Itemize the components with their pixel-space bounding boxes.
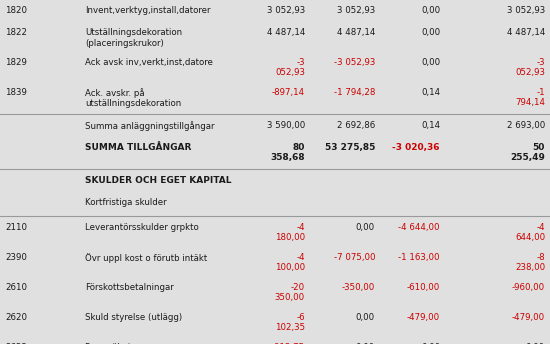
Text: 0,00: 0,00: [526, 343, 545, 344]
Text: 2622: 2622: [5, 343, 27, 344]
Text: SUMMA TILLGÅNGAR: SUMMA TILLGÅNGAR: [85, 143, 191, 152]
Text: 0,00: 0,00: [356, 343, 375, 344]
Text: -1
794,14: -1 794,14: [515, 88, 545, 107]
Text: 0,00: 0,00: [421, 58, 440, 67]
Text: (placeringskrukor): (placeringskrukor): [85, 39, 164, 48]
Text: 0,14: 0,14: [421, 88, 440, 97]
Text: -3 020,36: -3 020,36: [393, 143, 440, 152]
Text: -3 052,93: -3 052,93: [334, 58, 375, 67]
Text: Kortfristiga skulder: Kortfristiga skulder: [85, 198, 167, 207]
Text: 50
255,49: 50 255,49: [510, 143, 545, 162]
Text: 2 693,00: 2 693,00: [507, 121, 545, 130]
Text: Invent,verktyg,install,datorer: Invent,verktyg,install,datorer: [85, 6, 211, 15]
Text: Rese räkningar: Rese räkningar: [85, 343, 150, 344]
Text: Ack avsk inv,verkt,inst,datore: Ack avsk inv,verkt,inst,datore: [85, 58, 213, 67]
Text: SKULDER OCH EGET KAPITAL: SKULDER OCH EGET KAPITAL: [85, 176, 232, 185]
Text: Ack. avskr. på: Ack. avskr. på: [85, 88, 145, 98]
Text: 4 487,14: 4 487,14: [267, 28, 305, 37]
Text: utställningsdekoration: utställningsdekoration: [85, 99, 182, 108]
Text: -3
052,93: -3 052,93: [275, 58, 305, 77]
Text: 1822: 1822: [5, 28, 27, 37]
Text: -4 644,00: -4 644,00: [399, 223, 440, 232]
Text: Summa anläggningstillgångar: Summa anläggningstillgångar: [85, 121, 214, 131]
Text: 1829: 1829: [5, 58, 27, 67]
Text: 0,00: 0,00: [356, 313, 375, 322]
Text: 0,14: 0,14: [421, 121, 440, 130]
Text: -1 794,28: -1 794,28: [334, 88, 375, 97]
Text: -897,14: -897,14: [272, 88, 305, 97]
Text: -20
350,00: -20 350,00: [275, 283, 305, 302]
Text: Skuld styrelse (utlägg): Skuld styrelse (utlägg): [85, 313, 182, 322]
Text: -960,00: -960,00: [512, 283, 545, 292]
Text: -4
644,00: -4 644,00: [515, 223, 545, 243]
Text: 3 052,93: 3 052,93: [337, 6, 375, 15]
Text: 2 692,86: 2 692,86: [337, 121, 375, 130]
Text: -479,00: -479,00: [512, 313, 545, 322]
Text: 4 487,14: 4 487,14: [337, 28, 375, 37]
Text: 0,00: 0,00: [421, 343, 440, 344]
Text: Övr uppl kost o förutb intäkt: Övr uppl kost o förutb intäkt: [85, 253, 207, 263]
Text: -4
100,00: -4 100,00: [275, 253, 305, 272]
Text: -8
238,00: -8 238,00: [515, 253, 545, 272]
Text: 1820: 1820: [5, 6, 27, 15]
Text: 0,00: 0,00: [356, 223, 375, 232]
Text: 4 487,14: 4 487,14: [507, 28, 545, 37]
Text: -610,00: -610,00: [407, 283, 440, 292]
Text: -913,75: -913,75: [272, 343, 305, 344]
Text: 2110: 2110: [5, 223, 27, 232]
Text: 53 275,85: 53 275,85: [324, 143, 375, 152]
Text: Utställningsdekoration: Utställningsdekoration: [85, 28, 182, 37]
Text: -4
180,00: -4 180,00: [275, 223, 305, 243]
Text: -7 075,00: -7 075,00: [333, 253, 375, 262]
Text: 2610: 2610: [5, 283, 27, 292]
Text: -350,00: -350,00: [342, 283, 375, 292]
Text: 0,00: 0,00: [421, 28, 440, 37]
Text: 3 052,93: 3 052,93: [507, 6, 545, 15]
Text: -479,00: -479,00: [407, 313, 440, 322]
Text: 80
358,68: 80 358,68: [271, 143, 305, 162]
Text: -1 163,00: -1 163,00: [399, 253, 440, 262]
Text: Förskottsbetalningar: Förskottsbetalningar: [85, 283, 174, 292]
Text: -3
052,93: -3 052,93: [515, 58, 545, 77]
Text: 2620: 2620: [5, 313, 27, 322]
Text: 0,00: 0,00: [421, 6, 440, 15]
Text: 1839: 1839: [5, 88, 27, 97]
Text: 3 590,00: 3 590,00: [267, 121, 305, 130]
Text: 3 052,93: 3 052,93: [267, 6, 305, 15]
Text: Leverantörsskulder grpkto: Leverantörsskulder grpkto: [85, 223, 199, 232]
Text: -6
102,35: -6 102,35: [275, 313, 305, 332]
Text: 2390: 2390: [5, 253, 27, 262]
